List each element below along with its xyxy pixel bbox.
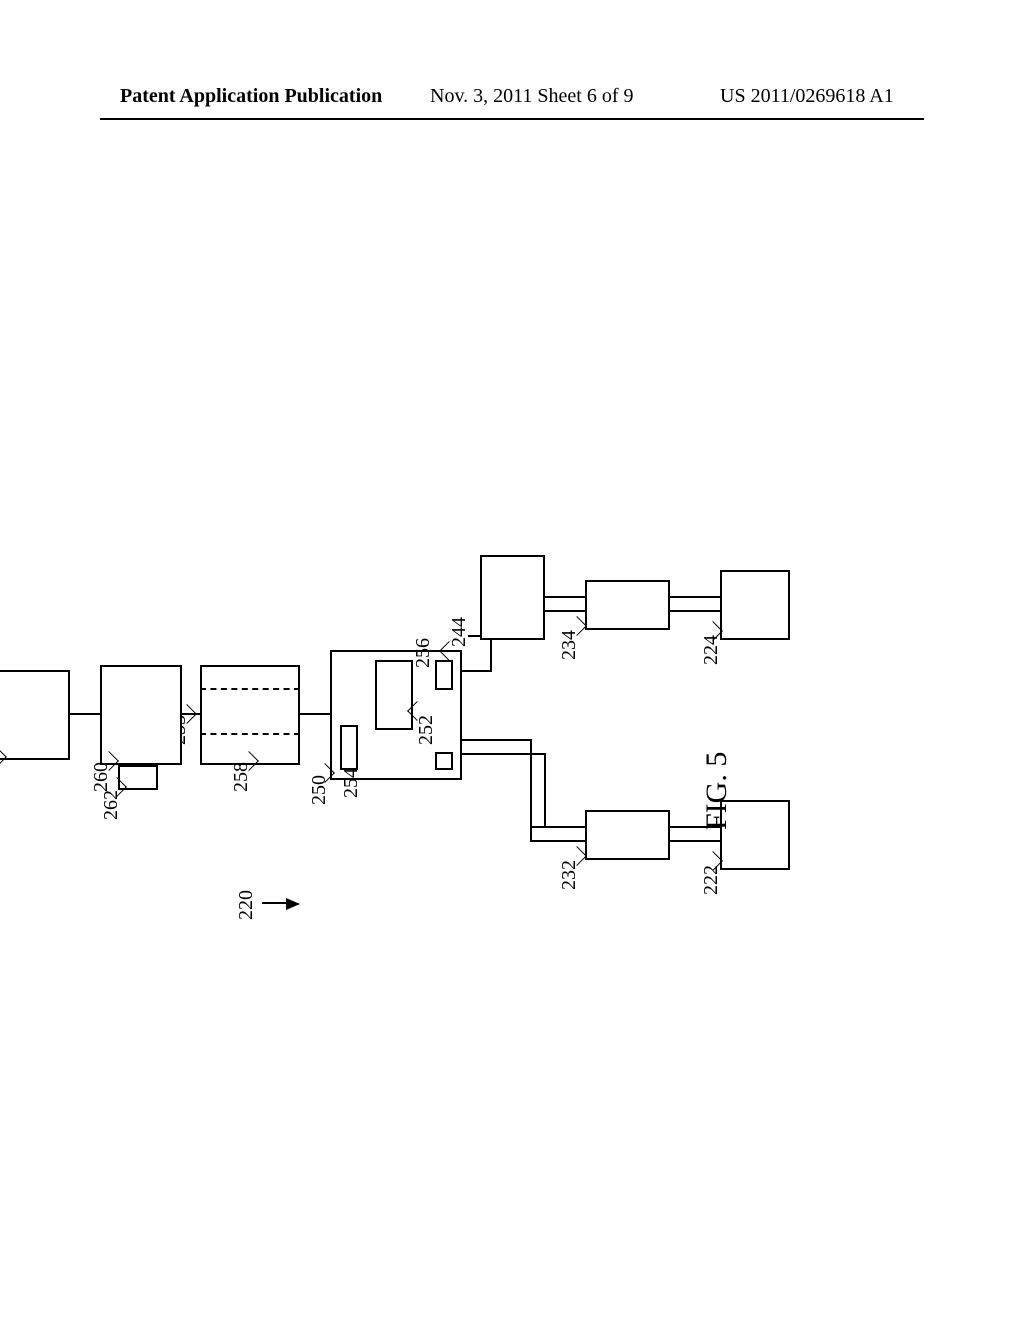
box-256 [435,660,453,690]
box-244 [480,555,545,640]
ref-220: 220 [235,890,258,920]
dash-258-b [200,688,300,690]
dash-258-a [200,733,300,735]
conn-222-232a [670,840,720,842]
label-270: 270 [0,760,3,790]
label-244: 244 [448,617,471,647]
conn-232-h-b [544,753,546,828]
box-258 [200,665,300,765]
conn-234-244b [545,596,585,598]
conn-232-up-b [530,826,585,828]
box-250-side [435,752,453,770]
conn-244-h [490,640,492,672]
label-256: 256 [412,638,435,668]
arrow-220-head [286,898,300,910]
box-232 [585,810,670,860]
conn-232-down-a [462,739,530,741]
label-262: 262 [100,790,123,820]
box-252 [375,660,413,730]
box-260 [100,665,182,765]
conn-224-234b [670,596,720,598]
conn-244-v [462,670,492,672]
box-254 [340,725,358,770]
conn-224-234a [670,610,720,612]
block-diagram: 220 222 232 224 234 244 250 254 252 [0,330,890,890]
arrow-220-line [262,902,288,904]
box-270 [0,670,70,760]
conn-260-270 [70,713,100,715]
label-252: 252 [415,715,438,745]
box-224 [720,570,790,640]
conn-232-up-a [530,840,585,842]
label-254: 254 [340,768,363,798]
conn-250-258 [300,713,330,715]
figure-label: FIG. 5 [700,752,734,830]
box-234 [585,580,670,630]
header-rule [100,118,924,120]
lead-244 [468,636,480,638]
header-right: US 2011/0269618 A1 [720,85,894,108]
conn-232-down-b [462,753,546,755]
header-mid: Nov. 3, 2011 Sheet 6 of 9 [430,85,634,108]
conn-234-244a [545,610,585,612]
header-left: Patent Application Publication [120,85,382,108]
